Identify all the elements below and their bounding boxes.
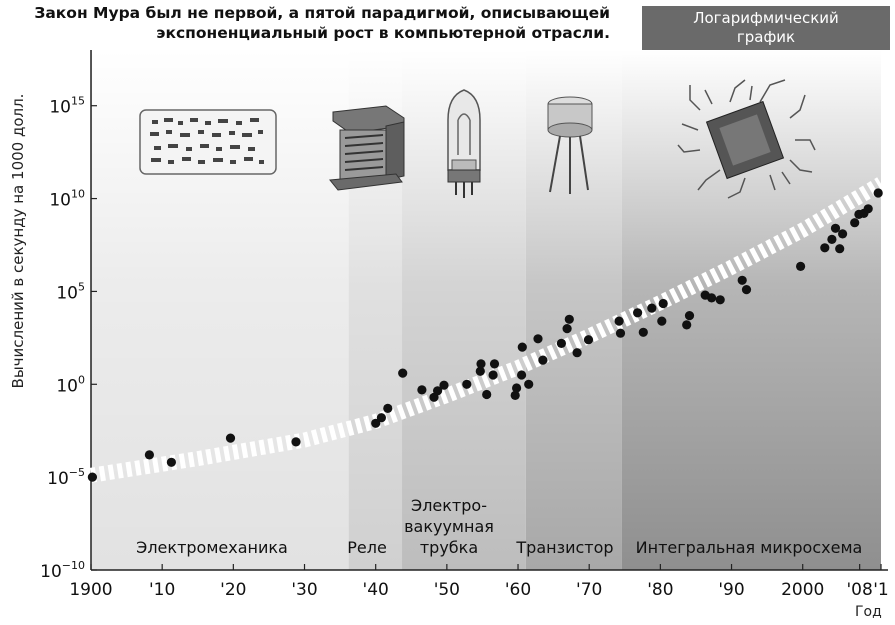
data-point — [517, 370, 527, 380]
data-point — [850, 218, 860, 228]
data-point — [796, 261, 806, 271]
y-tick-label: 10−10 — [40, 559, 85, 582]
data-point — [87, 472, 97, 482]
data-point — [715, 295, 725, 305]
data-point — [572, 348, 582, 358]
data-point — [583, 335, 594, 345]
paradigm-label: Электро-вакуумная трубка — [404, 496, 494, 557]
y-tick-label: 1010 — [49, 188, 85, 211]
data-point — [538, 355, 548, 365]
log-scale-badge: Логарифмический график — [642, 6, 890, 50]
y-tick-label: 10−5 — [47, 466, 85, 489]
y-tick-label: 1015 — [49, 95, 85, 118]
chart-title: Закон Мура был не первой, а пятой паради… — [34, 3, 610, 43]
data-point — [376, 413, 386, 423]
trend-band — [89, 177, 885, 483]
x-tick-label: '30 — [291, 580, 317, 600]
data-point — [638, 327, 648, 337]
paradigm-labels: Электромеханика Реле Электро-вакуумная труб… — [136, 496, 862, 557]
x-tick-label: '40 — [363, 580, 389, 600]
chart-title-line-2: экспоненциальный рост в компьютерной отр… — [156, 24, 610, 42]
data-point — [737, 275, 747, 285]
data-point — [682, 320, 692, 330]
relay-icon — [329, 105, 405, 191]
transistor-icon — [547, 96, 593, 194]
data-point — [398, 368, 408, 378]
data-point — [741, 285, 752, 295]
data-point — [830, 223, 841, 233]
vacuum-tube-icon — [447, 89, 481, 198]
data-point — [524, 379, 534, 389]
trend-band-path — [89, 177, 885, 483]
axes: 10−10 10−5 100 105 1010 1015 1900 '10 '20 '30 '40 '… — [40, 50, 889, 600]
data-point — [225, 433, 236, 443]
data-point — [417, 385, 427, 395]
data-point — [838, 229, 848, 239]
y-tick-label: 100 — [56, 373, 85, 396]
data-point — [564, 314, 574, 324]
microchip-icon — [677, 79, 816, 199]
data-point — [873, 188, 883, 198]
data-point — [439, 380, 449, 390]
data-point — [510, 390, 520, 400]
data-point — [166, 457, 176, 467]
data-point — [144, 450, 154, 460]
data-point — [533, 334, 543, 344]
data-point — [475, 366, 485, 376]
data-point — [556, 338, 567, 348]
paradigm-label: Интегральная микросхема — [636, 538, 863, 557]
x-tick-label: 1900 — [69, 580, 112, 600]
x-tick-label: '90 — [718, 580, 744, 600]
data-point — [383, 403, 393, 413]
x-tick-label: '08 — [846, 580, 872, 600]
data-point — [647, 303, 657, 313]
data-point — [291, 437, 301, 447]
data-point — [615, 328, 626, 338]
paradigm-label: Электромеханика — [136, 538, 288, 557]
x-tick-label: '50 — [434, 580, 460, 600]
data-point — [863, 204, 873, 214]
y-axis-label: Вычислений в секунду на 1000 долл. — [9, 93, 27, 389]
data-point — [517, 342, 527, 352]
data-point — [371, 418, 381, 428]
data-points — [87, 188, 883, 482]
data-point — [511, 383, 522, 393]
data-point — [562, 324, 572, 334]
data-point — [482, 389, 492, 400]
data-point — [835, 244, 845, 254]
data-point — [488, 370, 498, 380]
x-tick-label: 2000 — [781, 580, 824, 600]
data-point — [462, 379, 472, 389]
data-point — [633, 308, 643, 318]
log-scale-badge-line-2: график — [736, 28, 796, 46]
data-point — [489, 359, 500, 369]
x-tick-label: '10 — [149, 580, 175, 600]
data-point — [614, 316, 624, 326]
data-point — [476, 359, 486, 369]
x-tick-label: '80 — [647, 580, 673, 600]
data-point — [684, 311, 695, 321]
paradigm-label: Транзистор — [515, 538, 613, 557]
x-axis-label: Год — [855, 604, 882, 620]
chart-title-line-1: Закон Мура был не первой, а пятой паради… — [34, 4, 610, 22]
data-point — [827, 234, 837, 244]
punch-card-icon — [139, 109, 277, 175]
x-tick-label: '70 — [576, 580, 602, 600]
data-point — [658, 298, 668, 309]
x-tick-label: '60 — [505, 580, 531, 600]
data-point — [657, 316, 667, 326]
x-tick-label: '20 — [220, 580, 246, 600]
x-tick-label: '1 — [873, 580, 889, 600]
data-point — [707, 293, 717, 303]
data-point — [433, 386, 443, 396]
y-tick-label: 105 — [56, 280, 85, 303]
paradigm-label: Реле — [347, 538, 387, 557]
data-point — [820, 243, 830, 253]
log-scale-badge-line-1: Логарифмический — [693, 9, 839, 27]
